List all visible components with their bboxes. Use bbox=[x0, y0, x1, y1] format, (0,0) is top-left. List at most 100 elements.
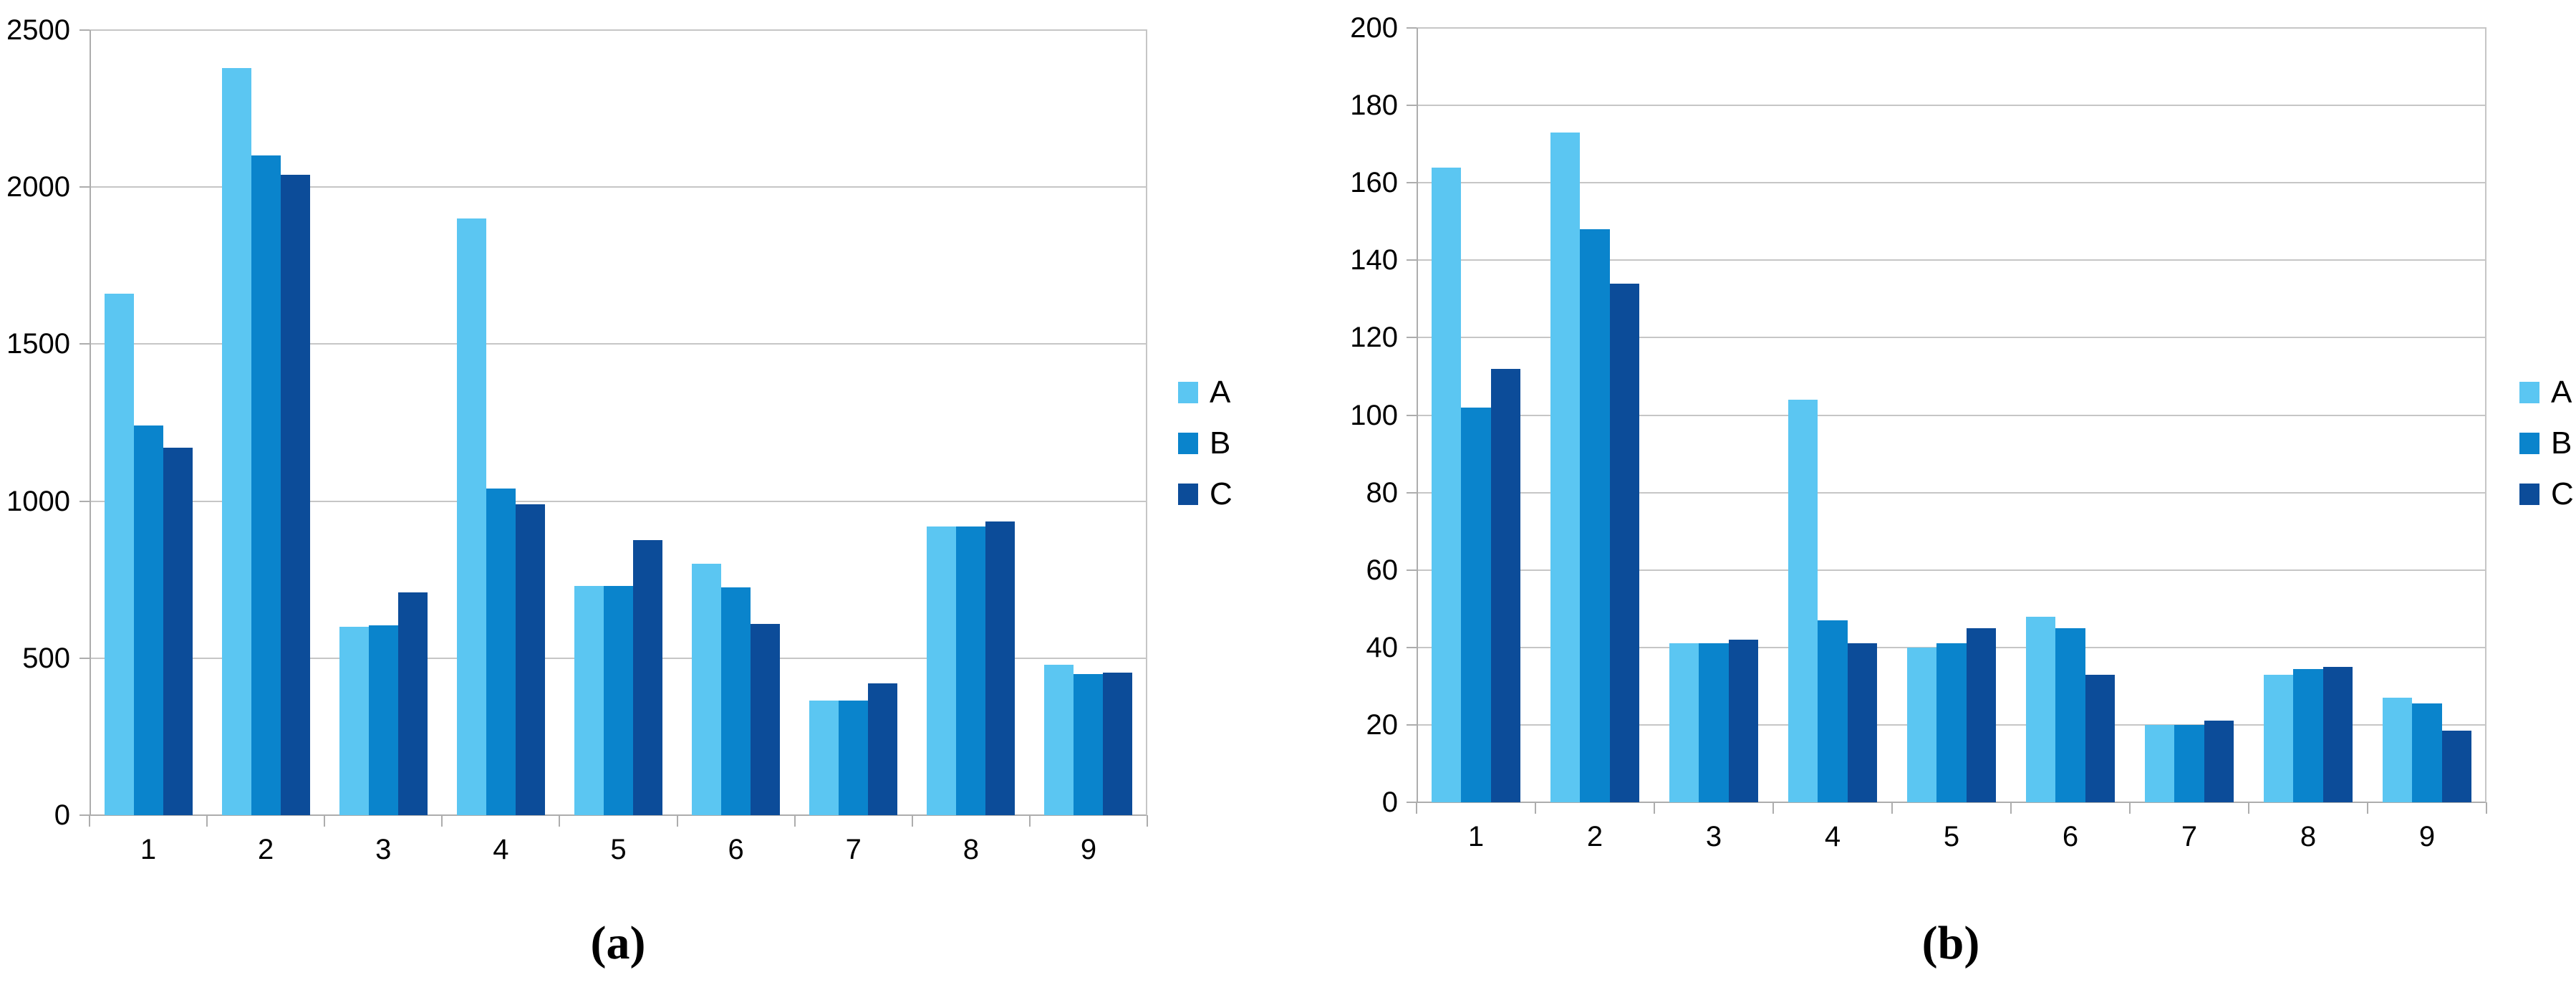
x-axis-category-label: 5 bbox=[610, 834, 627, 865]
legend-swatch-A bbox=[1178, 382, 1198, 403]
bar-b-cat5-A bbox=[1906, 647, 1937, 802]
y-axis-tick bbox=[1407, 259, 1417, 261]
y-axis-tick-label: 200 bbox=[1350, 12, 1398, 44]
x-axis-tick bbox=[676, 815, 678, 827]
bar-b-cat3-C bbox=[1728, 639, 1759, 802]
bar-b-cat4-B bbox=[1818, 620, 1848, 802]
bar-b-cat2-C bbox=[1609, 283, 1640, 802]
legend-label-A: A bbox=[1210, 375, 1231, 410]
bar-a-cat6-A bbox=[692, 564, 722, 815]
x-axis-category-label: 3 bbox=[1705, 821, 1722, 852]
x-axis-tick bbox=[911, 815, 913, 827]
bar-a-cat7-C bbox=[868, 683, 898, 815]
x-axis-category-label: 9 bbox=[1080, 834, 1097, 865]
y-axis-tick-label: 120 bbox=[1350, 322, 1398, 354]
y-axis-tick-label: 140 bbox=[1350, 244, 1398, 277]
bar-b-cat6-A bbox=[2025, 616, 2056, 802]
y-axis-tick-label: 40 bbox=[1366, 631, 1399, 663]
bar-b-cat5-B bbox=[1936, 643, 1967, 802]
y-axis-tick-label: 2000 bbox=[6, 171, 70, 203]
bar-a-cat9-B bbox=[1074, 673, 1104, 815]
x-axis-tick bbox=[1028, 815, 1031, 827]
bar-a-cat8-A bbox=[927, 526, 957, 815]
legend-label-C: C bbox=[1210, 476, 1232, 511]
bar-b-cat8-C bbox=[2322, 666, 2353, 802]
legend-label-B: B bbox=[1210, 425, 1231, 461]
y-axis-tick bbox=[79, 343, 90, 345]
bar-b-cat7-A bbox=[2144, 724, 2175, 802]
bar-a-cat1-B bbox=[133, 425, 163, 815]
bar-b-cat3-A bbox=[1669, 643, 1699, 802]
x-axis-tick bbox=[1535, 802, 1536, 814]
y-axis-tick bbox=[1407, 105, 1417, 107]
bar-a-cat5-C bbox=[633, 540, 663, 815]
x-axis-category-label: 4 bbox=[1824, 821, 1841, 852]
x-axis-category-label: 7 bbox=[845, 834, 862, 865]
y-axis-tick bbox=[1407, 414, 1417, 416]
gridline-y0 bbox=[1417, 802, 2486, 803]
x-axis-category-label: 2 bbox=[258, 834, 274, 865]
y-axis-tick-label: 2500 bbox=[6, 14, 70, 46]
bar-b-cat3-B bbox=[1699, 643, 1729, 802]
x-axis-tick bbox=[559, 815, 561, 827]
bar-b-cat8-B bbox=[2293, 668, 2323, 802]
gridline-y60 bbox=[1417, 569, 2486, 571]
y-axis-tick bbox=[79, 814, 90, 816]
gridline-y2500 bbox=[90, 29, 1147, 31]
bar-a-cat1-C bbox=[163, 448, 193, 815]
gridline-y0 bbox=[90, 814, 1147, 816]
legend-label-B: B bbox=[2551, 425, 2572, 461]
bar-b-cat2-A bbox=[1550, 132, 1581, 802]
y-axis-tick-label: 1500 bbox=[6, 328, 70, 360]
legend-label-A: A bbox=[2551, 375, 2572, 410]
bar-a-cat3-B bbox=[368, 625, 398, 815]
bar-a-cat8-B bbox=[956, 526, 986, 815]
bar-b-cat9-B bbox=[2412, 703, 2442, 802]
y-axis-tick bbox=[1407, 337, 1417, 339]
legend-swatch-B bbox=[1178, 433, 1198, 454]
bar-a-cat9-C bbox=[1103, 672, 1133, 815]
bar-b-cat8-A bbox=[2263, 674, 2294, 802]
bar-b-cat9-C bbox=[2441, 731, 2472, 802]
x-axis-category-label: 1 bbox=[1467, 821, 1485, 852]
plot-right-border bbox=[1146, 30, 1147, 815]
y-axis-tick bbox=[79, 29, 90, 31]
x-axis-tick bbox=[793, 815, 796, 827]
gridline-y1000 bbox=[90, 500, 1147, 502]
legend-swatch-C bbox=[1178, 484, 1198, 505]
x-axis-tick bbox=[441, 815, 443, 827]
bar-b-cat6-B bbox=[2055, 627, 2085, 802]
gridline-y1500 bbox=[90, 343, 1147, 345]
x-axis-category-label: 3 bbox=[375, 834, 392, 865]
y-axis-tick bbox=[79, 657, 90, 659]
y-axis-tick bbox=[1407, 802, 1417, 803]
x-axis-tick bbox=[206, 815, 208, 827]
gridline-y160 bbox=[1417, 182, 2486, 184]
x-axis-tick bbox=[2367, 802, 2368, 814]
x-axis-category-label: 5 bbox=[1943, 821, 1960, 852]
y-axis-tick bbox=[1407, 723, 1417, 726]
bar-b-cat6-C bbox=[2085, 674, 2116, 802]
x-axis-category-label: 8 bbox=[963, 834, 979, 865]
bar-b-cat2-B bbox=[1580, 229, 1610, 802]
y-axis-tick bbox=[1407, 646, 1417, 648]
y-axis-tick-label: 60 bbox=[1366, 554, 1399, 586]
y-axis-tick bbox=[1407, 27, 1417, 29]
x-axis-tick bbox=[1772, 802, 1774, 814]
gridline-y200 bbox=[1417, 27, 2486, 29]
plot-right-border bbox=[2485, 28, 2486, 802]
x-axis-tick bbox=[324, 815, 326, 827]
y-axis-tick-label: 20 bbox=[1366, 708, 1399, 741]
x-axis-category-label: 6 bbox=[2062, 821, 2079, 852]
y-axis-tick-label: 0 bbox=[54, 799, 70, 831]
bar-a-cat3-A bbox=[339, 626, 369, 815]
x-axis-category-label: 1 bbox=[140, 834, 157, 865]
y-axis-tick-label: 160 bbox=[1350, 167, 1398, 199]
x-axis-category-label: 9 bbox=[2418, 821, 2436, 852]
x-axis-category-label: 2 bbox=[1586, 821, 1603, 852]
y-axis-tick bbox=[1407, 491, 1417, 494]
legend-swatch-C bbox=[2519, 484, 2539, 505]
y-axis-tick-label: 500 bbox=[22, 642, 70, 674]
bar-b-cat4-C bbox=[1847, 643, 1878, 802]
